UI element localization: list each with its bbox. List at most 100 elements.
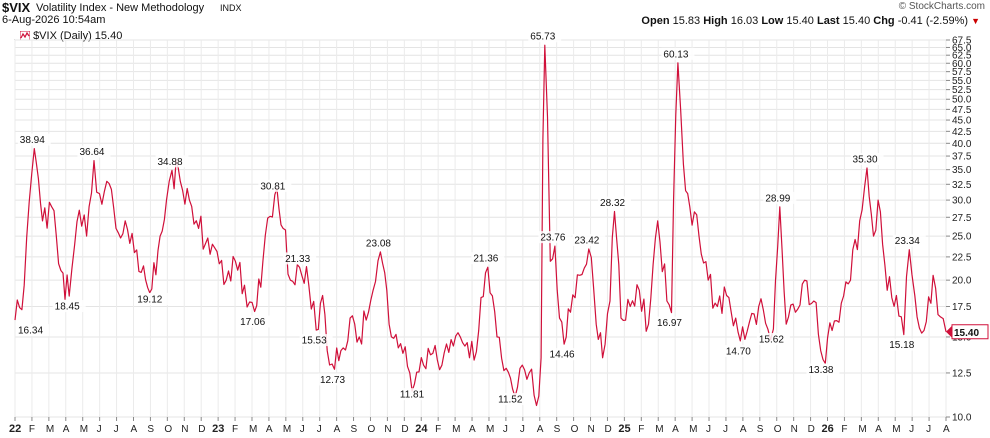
x-tick-label: N [181, 424, 188, 435]
annotation: 35.30 [850, 152, 884, 165]
y-tick-label: 35.0 [952, 165, 972, 176]
annotation-box [318, 373, 352, 386]
annotation-label: 65.73 [530, 32, 555, 43]
x-tick-label: D [401, 424, 408, 435]
annotation-box [661, 47, 695, 60]
symbol-label: $VIX [2, 0, 31, 15]
exchange-label: INDX [220, 3, 242, 13]
annotation-box [299, 334, 333, 347]
annotation: 28.32 [598, 196, 632, 209]
annotation-box [756, 332, 790, 345]
x-tick-label: A [130, 424, 137, 435]
y-tick-label: 57.5 [952, 67, 972, 78]
annotation: 18.45 [52, 300, 86, 313]
annotation-label: 15.18 [889, 340, 914, 351]
x-tick-label: M [80, 424, 88, 435]
x-tick-label: A [537, 424, 544, 435]
x-tick-label: F [841, 424, 847, 435]
x-tick-label: D [198, 424, 205, 435]
y-tick-label: 17.5 [952, 302, 972, 313]
grid-lines [14, 39, 947, 418]
line-swatch-icon [19, 30, 31, 41]
annotation-label: 16.34 [18, 326, 43, 337]
x-tick-label: 26 [822, 423, 834, 435]
y-tick-label: 10.0 [952, 413, 972, 424]
annotation: 28.99 [763, 191, 797, 204]
x-tick-label: A [266, 424, 273, 435]
annotation: 19.12 [135, 293, 169, 306]
x-tick-label: 24 [415, 423, 428, 435]
annotation: 15.18 [887, 338, 921, 351]
annotation-label: 12.73 [320, 375, 345, 386]
last-value-label: 15.40 [954, 328, 979, 339]
x-tick-label: N [588, 424, 595, 435]
annotation: 21.36 [471, 252, 505, 265]
annotation-label: 14.70 [726, 346, 751, 357]
annotation-box [17, 133, 51, 146]
x-tick-label: O [774, 424, 782, 435]
y-tick-label: 15.0 [952, 332, 972, 343]
annotation: 23.42 [572, 233, 606, 246]
annotation-box [283, 252, 317, 265]
annotation: 15.53 [299, 334, 333, 347]
open-label: Open [641, 15, 670, 27]
down-triangle-icon: ▼ [971, 16, 980, 26]
x-tick-label: M [689, 424, 697, 435]
y-tick-label: 62.5 [952, 51, 972, 62]
annotation: 65.73 [528, 30, 562, 43]
chart-legend: $VIX (Daily) 15.40 [19, 30, 122, 42]
annotation-label: 35.30 [853, 154, 878, 165]
annotation: 14.46 [547, 348, 581, 361]
annotation-label: 60.13 [663, 49, 688, 60]
annotation-label: 28.32 [600, 198, 625, 209]
x-tick-label: 22 [9, 423, 21, 435]
y-tick-label: 47.5 [952, 105, 972, 116]
x-tick-label: F [638, 424, 644, 435]
annotation: 11.52 [496, 393, 530, 406]
annotation-label: 21.33 [285, 254, 310, 265]
annotation-box [238, 315, 272, 328]
y-tick-label: 55.0 [952, 76, 972, 87]
x-tick-label: S [147, 424, 154, 435]
annotation: 11.81 [397, 388, 431, 401]
y-tick-label: 52.5 [952, 85, 972, 96]
x-tick-label: J [300, 424, 305, 435]
y-tick-label: 25.0 [952, 232, 972, 243]
annotation-box [528, 30, 562, 43]
annotation-label: 15.62 [759, 334, 784, 345]
annotation: 30.81 [258, 179, 292, 192]
x-tick-label: J [723, 424, 728, 435]
y-tick-label: 30.0 [952, 196, 972, 207]
high-label: High [703, 15, 728, 27]
chg-value: -0.41 (-2.59%) [897, 15, 969, 27]
x-tick-label: O [571, 424, 579, 435]
x-tick-label: 25 [618, 423, 630, 435]
annotation-label: 30.81 [260, 181, 285, 192]
instrument-name: Volatility Index - New Methodology [36, 2, 205, 14]
x-tick-label: O [164, 424, 172, 435]
x-tick-label: J [114, 424, 119, 435]
annotation-box [52, 300, 86, 313]
annotation: 38.94 [17, 133, 51, 146]
x-tick-label: M [46, 424, 54, 435]
annotation: 21.33 [283, 252, 317, 265]
annotation-box [538, 231, 572, 244]
annotation-box [654, 316, 688, 329]
annotation-label: 14.46 [550, 350, 575, 361]
last-value-marker: 15.40 [946, 324, 989, 340]
annotation: 23.76 [538, 231, 572, 244]
annotation-label: 16.97 [657, 318, 682, 329]
x-tick-label: M [452, 424, 460, 435]
series-line-vix [14, 44, 947, 407]
annotation-box [258, 179, 292, 192]
annotation-box [892, 234, 926, 247]
x-tick-label: A [63, 424, 70, 435]
copyright-label[interactable]: © StockCharts.com [898, 1, 985, 12]
annotation-box [77, 145, 111, 158]
x-tick-label: A [469, 424, 476, 435]
x-tick-label: N [791, 424, 798, 435]
x-tick-label: J [317, 424, 322, 435]
plot-area [14, 39, 947, 418]
y-tick-label: 60.0 [952, 59, 972, 70]
annotation: 23.34 [892, 234, 926, 247]
